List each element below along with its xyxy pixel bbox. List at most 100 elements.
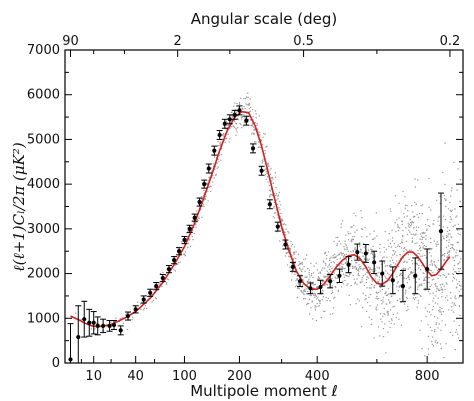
scatter-point xyxy=(426,310,429,313)
scatter-point xyxy=(351,226,353,228)
scatter-point xyxy=(389,302,391,304)
scatter-point xyxy=(120,317,122,319)
scatter-point xyxy=(308,298,311,300)
scatter-point xyxy=(368,316,370,318)
scatter-point xyxy=(367,249,370,251)
scatter-point xyxy=(415,233,417,235)
x-tick-label: 100 xyxy=(172,369,197,384)
scatter-point xyxy=(433,260,435,263)
scatter-point xyxy=(187,230,189,232)
scatter-point xyxy=(267,163,269,165)
scatter-point xyxy=(411,263,414,265)
scatter-point xyxy=(142,309,145,311)
scatter-point xyxy=(337,289,340,291)
scatter-point xyxy=(341,252,343,255)
scatter-point xyxy=(384,313,386,316)
scatter-point xyxy=(232,125,235,128)
scatter-point xyxy=(422,247,424,250)
binned-point xyxy=(192,215,197,220)
scatter-point xyxy=(450,236,453,238)
x-axis-title: Multipole moment ℓ xyxy=(190,382,338,400)
scatter-point xyxy=(342,252,344,255)
scatter-point xyxy=(410,223,413,225)
scatter-point xyxy=(438,215,440,218)
scatter-point xyxy=(396,255,398,257)
scatter-point xyxy=(424,224,427,226)
scatter-point xyxy=(446,230,449,233)
scatter-point xyxy=(420,249,422,252)
scatter-point xyxy=(402,268,405,271)
binned-point xyxy=(133,307,138,312)
scatter-point xyxy=(325,283,327,285)
scatter-point xyxy=(395,260,398,262)
scatter-point xyxy=(405,249,408,251)
scatter-point xyxy=(264,150,266,152)
scatter-point xyxy=(320,272,322,274)
scatter-point xyxy=(391,295,393,297)
scatter-point xyxy=(452,257,455,259)
scatter-point xyxy=(420,283,423,285)
scatter-point xyxy=(317,296,319,299)
scatter-point xyxy=(381,288,384,291)
scatter-point xyxy=(140,308,142,311)
scatter-point xyxy=(361,228,364,230)
binned-point xyxy=(182,237,187,243)
scatter-point xyxy=(391,319,393,321)
scatter-point xyxy=(236,117,239,120)
scatter-point xyxy=(427,324,429,326)
scatter-point xyxy=(450,292,452,294)
scatter-point xyxy=(457,168,459,170)
scatter-point xyxy=(427,353,430,355)
scatter-point xyxy=(427,219,429,221)
scatter-point xyxy=(349,304,351,306)
scatter-point xyxy=(214,168,216,170)
scatter-point xyxy=(372,257,374,259)
scatter-point xyxy=(371,283,373,286)
scatter-point xyxy=(373,230,375,232)
scatter-point xyxy=(353,212,355,214)
scatter-point xyxy=(390,246,392,248)
scatter-point xyxy=(440,286,442,288)
scatter-point xyxy=(402,267,404,269)
scatter-point xyxy=(432,309,434,311)
scatter-point xyxy=(215,174,217,176)
scatter-point xyxy=(330,292,333,295)
scatter-point xyxy=(451,187,453,189)
scatter-point xyxy=(408,249,411,251)
scatter-point xyxy=(407,222,409,224)
scatter-point xyxy=(358,300,361,302)
scatter-point xyxy=(368,269,370,272)
scatter-point xyxy=(423,279,425,282)
scatter-point xyxy=(400,324,403,326)
scatter-point xyxy=(445,236,448,238)
scatter-point xyxy=(443,357,445,359)
scatter-point xyxy=(404,196,406,198)
scatter-point xyxy=(376,298,379,300)
scatter-point xyxy=(251,133,253,135)
scatter-point xyxy=(437,243,439,246)
scatter-point xyxy=(392,313,394,316)
scatter-point xyxy=(374,254,376,256)
scatter-point xyxy=(375,297,377,299)
scatter-point xyxy=(446,256,448,259)
scatter-point xyxy=(446,240,448,242)
scatter-point xyxy=(416,213,418,216)
scatter-point xyxy=(243,105,245,108)
scatter-point xyxy=(256,123,258,125)
scatter-point xyxy=(276,214,278,216)
scatter-point xyxy=(416,306,418,308)
scatter-point xyxy=(249,103,251,105)
scatter-point xyxy=(297,253,300,255)
scatter-point xyxy=(367,277,369,279)
scatter-point xyxy=(298,288,300,290)
scatter-point xyxy=(408,223,410,226)
scatter-point xyxy=(452,311,455,313)
scatter-point xyxy=(213,177,215,179)
scatter-point xyxy=(331,277,333,280)
binned-point xyxy=(337,273,342,278)
scatter-point xyxy=(211,181,214,183)
scatter-point xyxy=(304,270,306,272)
y-tick-label: 3000 xyxy=(27,222,60,237)
scatter-point xyxy=(237,119,239,121)
scatter-point xyxy=(422,288,425,291)
